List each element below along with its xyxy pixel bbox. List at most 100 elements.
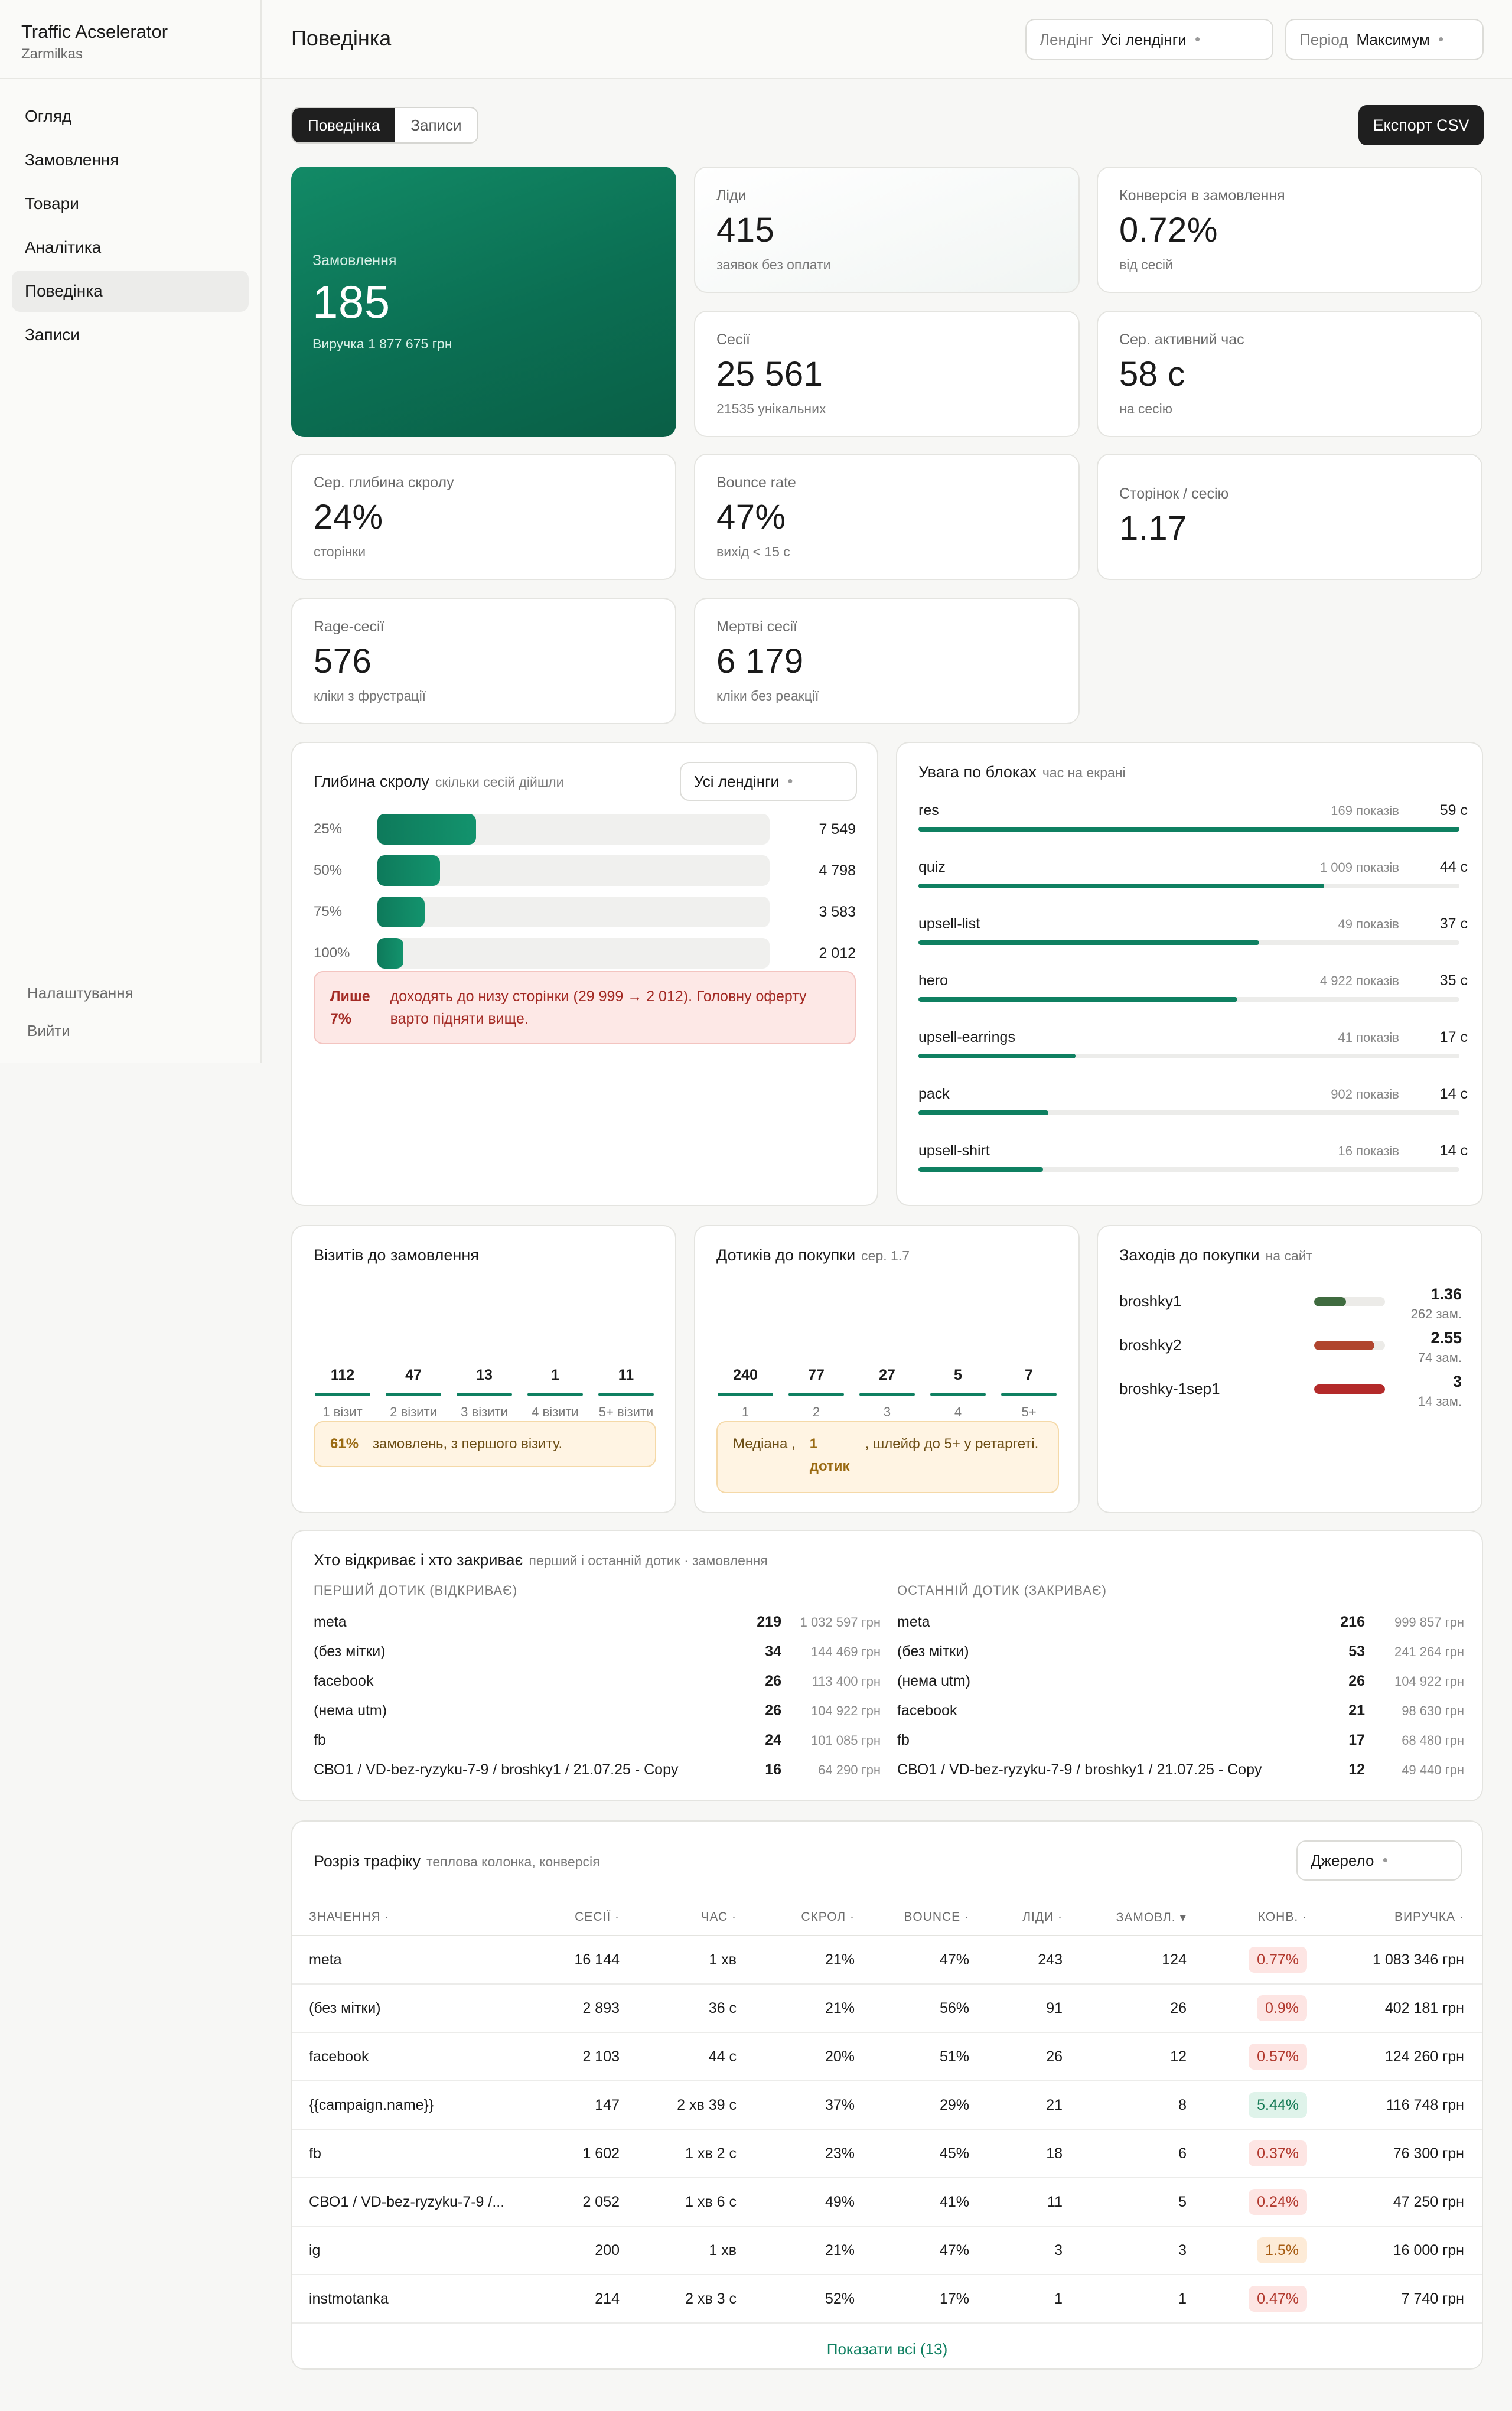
touches-card: Дотиків до покупки сер. 1.7 240 1 77 2 27 3 5 4 7… bbox=[694, 1225, 1080, 1513]
landing-filter-value: Усі лендінги bbox=[1101, 30, 1187, 48]
conversion-badge: 0.77% bbox=[1249, 1947, 1307, 1973]
column-header[interactable]: СКРОЛ · bbox=[801, 1910, 855, 1924]
histogram-value: 27 bbox=[879, 1367, 895, 1383]
show-all-link[interactable]: Показати всі (13) bbox=[826, 2340, 948, 2358]
sidebar-item-recordings[interactable]: Записи bbox=[25, 325, 80, 344]
touch-revenue: 104 922 грн bbox=[1394, 1674, 1464, 1689]
sidebar-item-behavior[interactable]: Поведінка bbox=[12, 271, 249, 312]
block-seconds: 14 с bbox=[1439, 1142, 1468, 1159]
kpi-label: Ліди bbox=[716, 187, 747, 204]
kpi-value: 415 bbox=[716, 210, 775, 249]
chevron-down-icon: ● bbox=[787, 776, 793, 786]
sidebar-item-products[interactable]: Товари bbox=[25, 194, 79, 213]
histogram-column: 11 5+ візити bbox=[591, 1367, 662, 1420]
cell-revenue: 116 748 грн bbox=[1386, 2097, 1464, 2113]
scroll-track bbox=[377, 814, 770, 845]
table-row[interactable]: fb 1 602 1 хв 2 с 23% 45% 18 6 0.37% 76 300 грн bbox=[292, 2130, 1482, 2178]
column-header[interactable]: BOUNCE · bbox=[904, 1910, 969, 1924]
touch-row: facebook 26 113 400 грн bbox=[314, 1673, 881, 1702]
sidebar-item-analytics[interactable]: Аналітика bbox=[25, 238, 102, 256]
kpi-value: 0.72% bbox=[1119, 210, 1218, 249]
column-header[interactable]: ЧАС · bbox=[700, 1910, 737, 1924]
touch-row: (нема utm) 26 104 922 грн bbox=[897, 1673, 1464, 1702]
block-seconds: 44 с bbox=[1439, 859, 1468, 875]
settings-link[interactable]: Налаштування bbox=[27, 984, 133, 1002]
landing-bar bbox=[1314, 1341, 1385, 1350]
histogram-value: 112 bbox=[330, 1367, 355, 1383]
scroll-row: 100% 2 012 bbox=[314, 938, 856, 969]
touch-count: 17 bbox=[1348, 1732, 1365, 1748]
column-header[interactable]: ЗНАЧЕННЯ · bbox=[309, 1910, 390, 1924]
histogram-column: 47 2 візити bbox=[378, 1367, 449, 1420]
block-shows: 902 показів bbox=[1331, 1087, 1399, 1102]
histogram-bar bbox=[386, 1393, 441, 1396]
note-text: замовлень, з першого візиту. bbox=[373, 1436, 563, 1452]
sidebar-item-overview[interactable]: Огляд bbox=[25, 107, 72, 125]
period-filter-select[interactable]: Період Максимум ● bbox=[1285, 19, 1484, 60]
alert-strong: Лише 7% bbox=[330, 988, 370, 1027]
table-row[interactable]: ig 200 1 хв 21% 47% 3 3 1.5% 16 000 грн bbox=[292, 2227, 1482, 2275]
brand: Traffic Acselerator Zarmilkas bbox=[0, 0, 260, 79]
table-row[interactable]: СВО1 / VD-bez-ryzyku-7-9 /... 2 052 1 хв 6… bbox=[292, 2178, 1482, 2227]
attention-fill bbox=[918, 940, 1260, 945]
sidebar-item-orders[interactable]: Замовлення bbox=[25, 151, 119, 169]
kpi-sub: кліки з фрустрації bbox=[314, 688, 426, 703]
block-shows: 4 922 показів bbox=[1319, 973, 1399, 988]
histogram-label: 5+ bbox=[1021, 1405, 1037, 1419]
tab-recordings[interactable]: Записи bbox=[410, 116, 462, 134]
touch-revenue: 241 264 грн bbox=[1394, 1644, 1464, 1659]
histogram-label: 5+ візити bbox=[598, 1405, 654, 1419]
touch-source: СВО1 / VD-bez-ryzyku-7-9 / broshky1 / 21… bbox=[897, 1761, 1262, 1778]
block-shows: 16 показів bbox=[1338, 1143, 1400, 1158]
landing-filter-select[interactable]: Лендінг Усі лендінги ● bbox=[1025, 19, 1273, 60]
histogram-label: 2 візити bbox=[390, 1405, 437, 1419]
histogram-column: 7 5+ bbox=[993, 1367, 1064, 1420]
table-row[interactable]: instmotanka 214 2 хв 3 с 52% 17% 1 1 0.47% 7 740… bbox=[292, 2275, 1482, 2324]
landing-visits-row: broshky-1sep1 3 14 зам. bbox=[1119, 1373, 1462, 1416]
cell-bounce: 17% bbox=[939, 2291, 969, 2307]
table-row[interactable]: {{campaign.name}} 147 2 хв 39 с 37% 29% 21 8 5.… bbox=[292, 2081, 1482, 2130]
note-text: , шлейф до 5+ у ретаргеті. bbox=[865, 1436, 1039, 1452]
table-row[interactable]: meta 16 144 1 хв 21% 47% 243 124 0.77% 1 083 346… bbox=[292, 1936, 1482, 1985]
export-csv-button[interactable]: Експорт CSV bbox=[1358, 105, 1484, 145]
block-seconds: 35 с bbox=[1439, 972, 1468, 989]
table-header: ЗНАЧЕННЯ · СЕСІЇ · ЧАС · СКРОЛ · BOUNCE · ЛІД… bbox=[292, 1898, 1482, 1936]
table-row[interactable]: facebook 2 103 44 с 20% 51% 26 12 0.57% 124 260 … bbox=[292, 2033, 1482, 2081]
note-strong: 61% bbox=[330, 1436, 359, 1452]
attention-bar bbox=[918, 997, 1459, 1002]
cell-name: СВО1 / VD-bez-ryzyku-7-9 /... bbox=[309, 2194, 505, 2210]
tab-behavior[interactable]: Поведінка bbox=[292, 108, 396, 142]
histogram-value: 11 bbox=[618, 1367, 634, 1383]
column-header[interactable]: КОНВ. · bbox=[1257, 1910, 1307, 1924]
touch-revenue: 49 440 грн bbox=[1402, 1762, 1464, 1777]
cell-revenue: 124 260 грн bbox=[1384, 2048, 1464, 2065]
block-name: quiz bbox=[918, 859, 946, 875]
visits-histogram: 112 1 візит 47 2 візити 13 3 візити 1 4 візити 1… bbox=[307, 1367, 662, 1420]
traffic-dimension-select[interactable]: Джерело ● bbox=[1296, 1840, 1462, 1881]
column-header[interactable]: СЕСІЇ · bbox=[575, 1910, 620, 1924]
histogram-value: 77 bbox=[808, 1367, 825, 1383]
histogram-bar bbox=[457, 1393, 512, 1396]
scroll-count: 2 012 bbox=[819, 944, 856, 962]
table-row[interactable]: (без мітки) 2 893 36 с 21% 56% 91 26 0.9% 402 18… bbox=[292, 1985, 1482, 2033]
column-header[interactable]: ЗАМОВЛ. ▾ bbox=[1116, 1911, 1187, 1924]
kpi-value: 6 179 bbox=[716, 641, 804, 680]
column-header[interactable]: ВИРУЧКА · bbox=[1394, 1910, 1464, 1924]
block-shows: 49 показів bbox=[1338, 917, 1400, 931]
histogram-bar bbox=[718, 1393, 773, 1396]
landing-bar-fill bbox=[1314, 1297, 1346, 1306]
scroll-landing-select[interactable]: Усі лендінги ● bbox=[680, 762, 857, 801]
logout-link[interactable]: Вийти bbox=[27, 1022, 70, 1040]
attention-row: pack 902 показів 14 с bbox=[918, 1086, 1488, 1142]
kpi-active-time: Сер. активний час 58 с на сесію bbox=[1097, 311, 1482, 437]
cell-revenue: 16 000 грн bbox=[1393, 2242, 1464, 2259]
touch-source: meta bbox=[314, 1614, 347, 1630]
touch-row: СВО1 / VD-bez-ryzyku-7-9 / broshky1 / 21… bbox=[314, 1761, 881, 1791]
scroll-depth-title: Глибина скролу скільки сесій дійшли bbox=[314, 773, 564, 791]
attention-card: Увага по блоках час на екрані res 169 пока… bbox=[896, 742, 1483, 1206]
scroll-row: 25% 7 549 bbox=[314, 814, 856, 845]
column-header[interactable]: ЛІДИ · bbox=[1022, 1910, 1063, 1924]
touch-row: (без мітки) 34 144 469 грн bbox=[314, 1643, 881, 1673]
conversion-badge: 1.5% bbox=[1257, 2237, 1307, 2263]
touch-source: fb bbox=[314, 1732, 326, 1748]
